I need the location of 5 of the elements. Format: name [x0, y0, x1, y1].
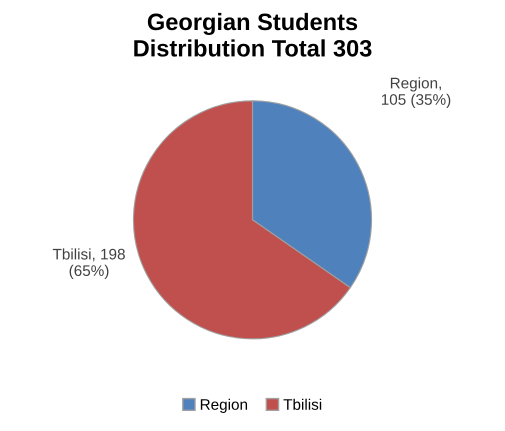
data-label: Tbilisi, 198 (65%): [52, 248, 125, 280]
chart-title: Georgian Students Distribution Total 303: [134, 12, 372, 57]
legend-label: Tbilisi: [284, 398, 322, 410]
legend-label: Region: [200, 398, 248, 413]
data-label: Region, 105 (35%): [382, 77, 450, 108]
